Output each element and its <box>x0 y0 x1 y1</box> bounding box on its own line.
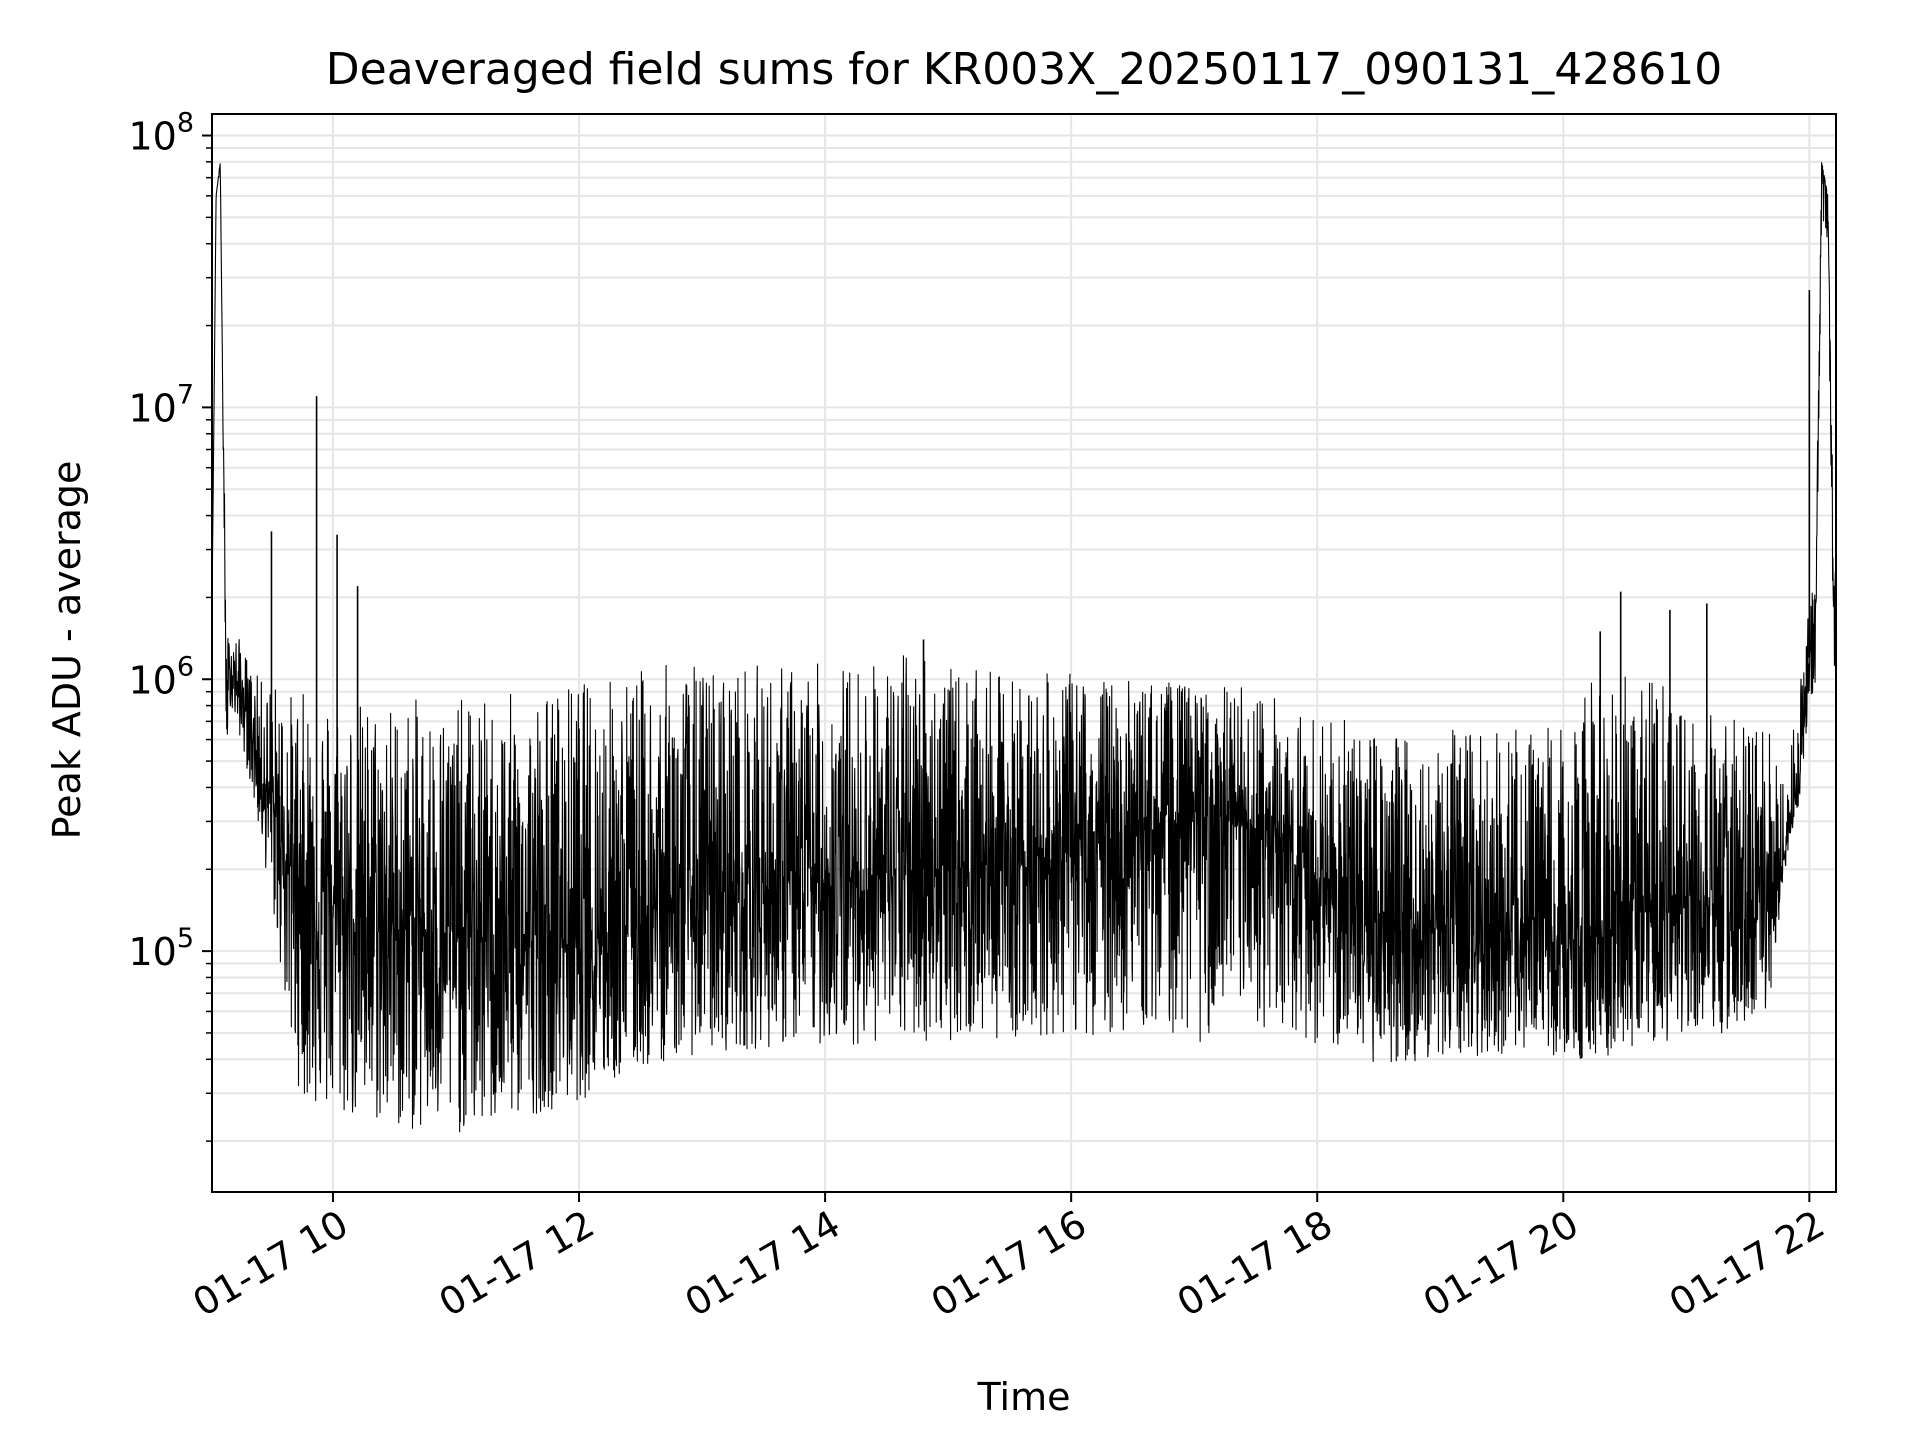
chart-title: Deaveraged field sums for KR003X_2025011… <box>326 44 1722 95</box>
x-axis-label: Time <box>977 1375 1071 1419</box>
series-line <box>211 162 1837 1133</box>
y-tick-label: 106 <box>128 651 194 702</box>
plot-frame <box>211 113 1837 1193</box>
y-tick-label: 107 <box>128 379 194 430</box>
y-tick-label: 108 <box>128 108 194 159</box>
y-axis-label: Peak ADU - average <box>45 461 89 840</box>
y-tick-label: 105 <box>128 923 194 974</box>
series-line-path <box>211 162 1837 1133</box>
